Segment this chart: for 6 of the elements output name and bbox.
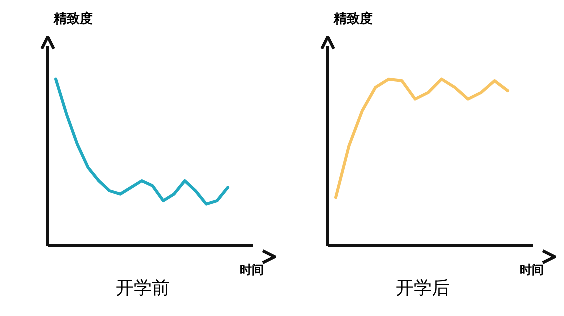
y-axis-title: 精致度 bbox=[334, 10, 373, 28]
text: 开学后 bbox=[395, 277, 451, 300]
text: 开学前 bbox=[115, 277, 171, 300]
x-axis-title: 时间 bbox=[240, 262, 264, 279]
x-axis-title: 时间 bbox=[520, 262, 544, 279]
y-axis-title: 精致度 bbox=[54, 10, 93, 28]
